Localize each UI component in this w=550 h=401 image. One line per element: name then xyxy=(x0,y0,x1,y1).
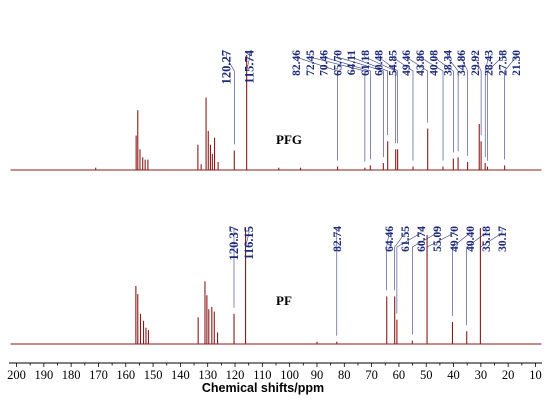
peak-annotation-pfg-5: 65.70 xyxy=(332,50,344,76)
x-tick-label-50: 50 xyxy=(420,368,433,382)
peak-annotation-pfg-10: 49.46 xyxy=(401,50,413,76)
trace-label-pfg: PFG xyxy=(276,132,302,147)
leader-line-pfg-17 xyxy=(487,53,503,161)
peak-annotation-pf-3: 64.46 xyxy=(384,226,396,252)
peak-annotation-pfg-17: 27.58 xyxy=(497,50,509,76)
leader-line-pfg-18 xyxy=(504,53,517,160)
leader-line-pf-9 xyxy=(466,229,487,326)
leader-line-pf-10 xyxy=(480,229,503,251)
leader-line-pfg-8 xyxy=(378,53,398,144)
x-tick-label-170: 170 xyxy=(89,368,108,382)
x-tick-label-60: 60 xyxy=(393,368,406,382)
leader-line-pf-8 xyxy=(452,229,471,316)
leader-line-pf-7 xyxy=(426,229,455,251)
peak-annotation-pfg-2: 82.46 xyxy=(291,50,303,76)
x-tick-label-120: 120 xyxy=(226,368,245,382)
x-tick-label-180: 180 xyxy=(62,368,81,382)
peak-annotation-pfg-6: 64.11 xyxy=(346,50,358,75)
leader-line-pfg-11 xyxy=(419,53,444,161)
leader-line-pfg-14 xyxy=(460,53,468,156)
peak-annotation-pfg-18: 21.30 xyxy=(511,50,523,76)
x-tick-label-200: 200 xyxy=(7,368,26,382)
leader-line-pfg-12 xyxy=(433,53,454,153)
x-tick-label-110: 110 xyxy=(253,368,271,382)
trace-label-pf: PF xyxy=(276,293,292,308)
leader-line-pfg-16 xyxy=(484,53,489,158)
leader-line-pfg-2 xyxy=(295,53,338,161)
leader-line-pf-1 xyxy=(245,229,250,251)
leader-line-pfg-4 xyxy=(323,53,371,160)
leader-line-pf-6 xyxy=(412,229,438,335)
x-tick-label-20: 20 xyxy=(502,368,515,382)
x-tick-label-140: 140 xyxy=(171,368,190,382)
x-tick-label-190: 190 xyxy=(34,368,53,382)
x-tick-label-150: 150 xyxy=(144,368,163,382)
x-tick-label-90: 90 xyxy=(311,368,324,382)
leader-line-pfg-9 xyxy=(392,53,414,161)
x-axis-title: Chemical shifts/ppm xyxy=(202,381,324,395)
peak-annotation-pf-2: 82.74 xyxy=(332,226,344,252)
peak-annotation-pfg-15: 29.92 xyxy=(470,50,482,76)
peak-annotation-pfg-12: 40.08 xyxy=(429,50,441,76)
x-tick-label-30: 30 xyxy=(475,368,488,382)
peak-annotation-pfg-0: 120.27 xyxy=(219,50,233,84)
peak-annotation-pf-6: 55.09 xyxy=(432,226,444,252)
x-tick-label-10: 10 xyxy=(529,368,542,382)
peak-annotation-pfg-9: 54.85 xyxy=(387,50,399,76)
x-tick-label-40: 40 xyxy=(447,368,460,382)
x-tick-label-100: 100 xyxy=(280,368,299,382)
leader-line-pfg-5 xyxy=(337,53,384,158)
peak-annotation-pfg-7: 61.18 xyxy=(360,50,372,76)
x-tick-label-70: 70 xyxy=(365,368,378,382)
peak-annotation-pf-9: 35.18 xyxy=(481,226,493,252)
leader-line-pfg-3 xyxy=(309,53,366,162)
peak-annotation-pfg-16: 28.43 xyxy=(484,50,496,76)
leader-line-pfg-10 xyxy=(405,53,428,123)
leader-line-pf-4 xyxy=(394,229,406,291)
peak-annotation-pf-1: 116.15 xyxy=(242,226,256,260)
peak-annotation-pf-8: 40.40 xyxy=(465,226,477,252)
peak-annotation-pf-7: 49.70 xyxy=(449,226,461,252)
leader-line-pfg-1 xyxy=(246,53,250,75)
peak-annotation-pf-5: 60.74 xyxy=(416,226,428,252)
peak-annotation-pfg-14: 34.86 xyxy=(456,50,468,76)
peak-annotation-pfg-4: 70.46 xyxy=(319,50,331,76)
peak-annotation-pfg-11: 43.86 xyxy=(415,50,427,76)
peak-annotation-pfg-8: 60.48 xyxy=(374,50,386,76)
leader-line-pfg-0 xyxy=(226,53,235,145)
x-tick-label-160: 160 xyxy=(116,368,135,382)
peak-annotation-pfg-13: 38.34 xyxy=(442,50,454,76)
x-tick-label-80: 80 xyxy=(338,368,351,382)
peak-annotation-pfg-1: 115.74 xyxy=(243,49,257,83)
leader-line-pf-3 xyxy=(386,229,390,291)
leader-line-pf-5 xyxy=(396,229,422,314)
x-tick-label-130: 130 xyxy=(198,368,217,382)
leader-line-pfg-15 xyxy=(474,53,482,136)
peak-annotation-pf-10: 30.17 xyxy=(497,226,509,252)
leader-line-pfg-7 xyxy=(364,53,396,144)
leader-line-pfg-6 xyxy=(350,53,388,136)
peak-annotation-pfg-3: 72.45 xyxy=(305,50,317,76)
leader-line-pfg-13 xyxy=(447,53,459,152)
peak-annotation-pf-4: 61.55 xyxy=(400,226,412,252)
